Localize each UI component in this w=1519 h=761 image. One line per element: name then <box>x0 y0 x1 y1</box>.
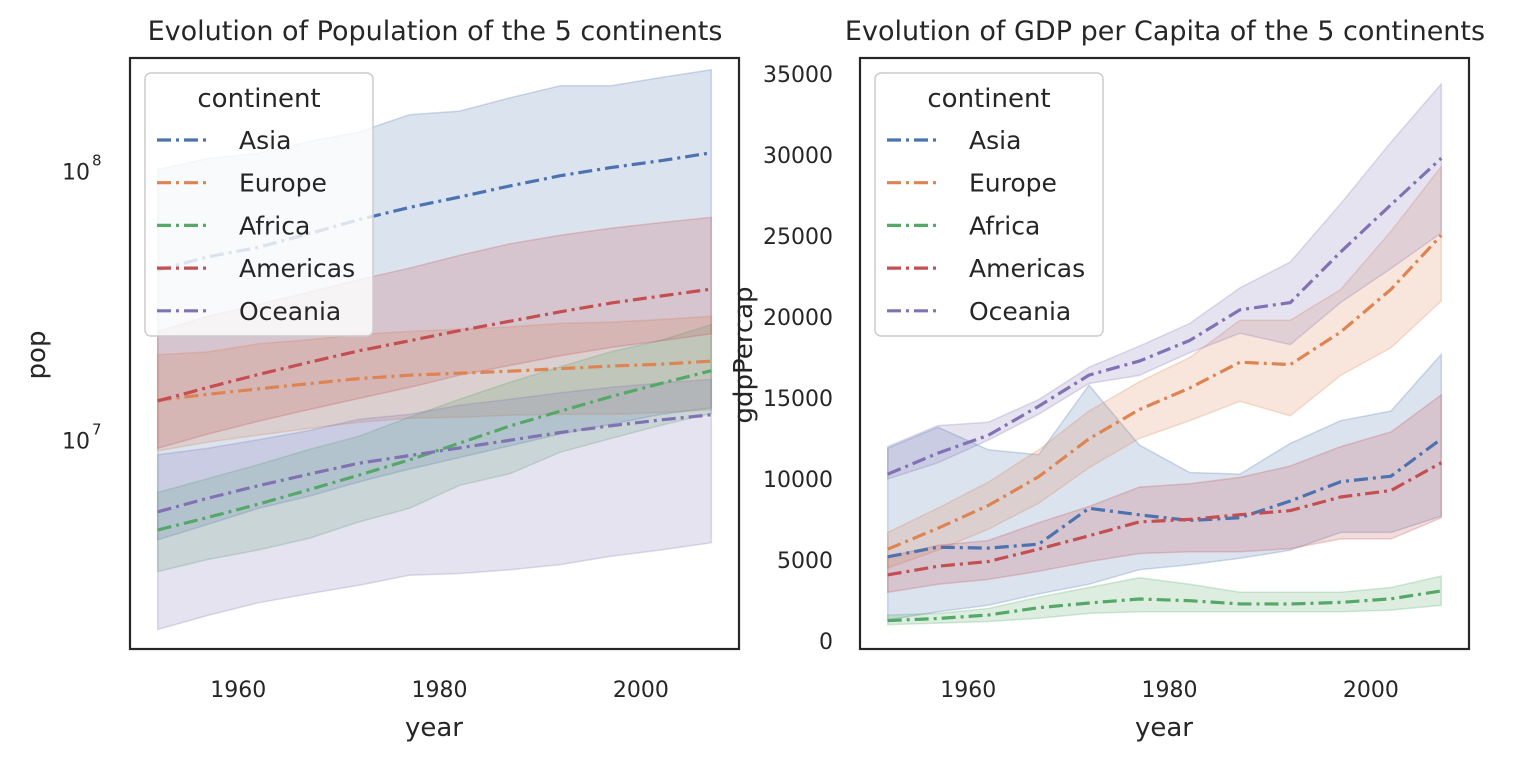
y-tick-label: 10 <box>62 430 90 455</box>
legend-box <box>144 72 374 337</box>
band-americas <box>886 393 1443 594</box>
x-tick-label: 1980 <box>412 678 468 703</box>
y-tick-label: 25000 <box>763 225 833 250</box>
line-africa <box>887 589 1442 623</box>
legend: continent Asia Europe Africa Americas Oceani… <box>874 72 1104 337</box>
band-oceania <box>886 81 1443 481</box>
legend-title: continent <box>927 84 1050 114</box>
y-axis-label: gdpPercap <box>729 286 759 423</box>
x-tick-label: 1980 <box>1142 678 1198 703</box>
y-tick-label: 30000 <box>763 144 833 169</box>
chart-title: Evolution of Population of the 5 contine… <box>148 16 723 47</box>
legend-label-oceania: Oceania <box>969 297 1071 326</box>
legend-items: Asia Europe Africa Americas Oceania <box>157 126 355 326</box>
band-europe <box>886 164 1443 570</box>
legend-label-europe: Europe <box>969 169 1057 198</box>
population-chart: Evolution of Population of the 5 contine… <box>22 16 741 743</box>
legend-label-oceania: Oceania <box>239 297 341 326</box>
plot-frame <box>128 56 741 651</box>
line-americas <box>157 287 712 403</box>
x-axis-ticks: 1960 1980 2000 <box>940 678 1399 703</box>
x-tick-label: 2000 <box>613 678 669 703</box>
band-oceania <box>156 378 713 631</box>
legend-label-africa: Africa <box>969 211 1040 240</box>
legend-label-asia: Asia <box>239 126 291 155</box>
y-tick-label: 5000 <box>777 549 833 574</box>
gdp-per-capita-chart: Evolution of GDP per Capita of the 5 con… <box>729 16 1485 743</box>
line-asia <box>887 437 1443 559</box>
line-oceania <box>157 413 712 514</box>
legend-label-europe: Europe <box>239 169 327 198</box>
y-tick-label: 35000 <box>763 63 833 88</box>
plot-frame <box>858 56 1471 651</box>
legend-label-americas: Americas <box>969 254 1085 283</box>
x-axis-ticks: 1960 1980 2000 <box>210 678 669 703</box>
legend-label-asia: Asia <box>969 126 1021 155</box>
y-tick-label: 10000 <box>763 468 833 493</box>
y-tick-label: 0 <box>819 630 833 655</box>
y-tick-label: 10 <box>62 161 90 186</box>
legend-title: continent <box>197 84 320 114</box>
chart-title: Evolution of GDP per Capita of the 5 con… <box>845 16 1485 47</box>
y-tick-label: 15000 <box>763 387 833 412</box>
legend-label-africa: Africa <box>239 211 310 240</box>
x-axis-label: year <box>1135 713 1193 743</box>
legend-items: Asia Europe Africa Americas Oceania <box>887 126 1085 326</box>
line-europe <box>157 359 712 402</box>
y-tick-exponent: 8 <box>92 152 102 170</box>
y-axis-label: pop <box>22 331 52 380</box>
band-africa <box>156 323 713 573</box>
x-axis-label: year <box>405 713 463 743</box>
legend: continent Asia Europe Africa Americas Oceani… <box>144 72 374 337</box>
y-tick-label: 20000 <box>763 306 833 331</box>
x-tick-label: 2000 <box>1343 678 1399 703</box>
y-tick-exponent: 7 <box>92 421 102 439</box>
series-lines <box>887 157 1443 623</box>
legend-label-americas: Americas <box>239 254 355 283</box>
legend-box <box>874 72 1104 337</box>
line-oceania <box>887 157 1443 476</box>
line-europe <box>887 234 1443 551</box>
line-americas <box>887 461 1443 577</box>
y-axis-ticks: 0 5000 10000 15000 20000 25000 30000 35000 <box>763 63 833 655</box>
x-tick-label: 1960 <box>940 678 996 703</box>
x-tick-label: 1960 <box>210 678 266 703</box>
